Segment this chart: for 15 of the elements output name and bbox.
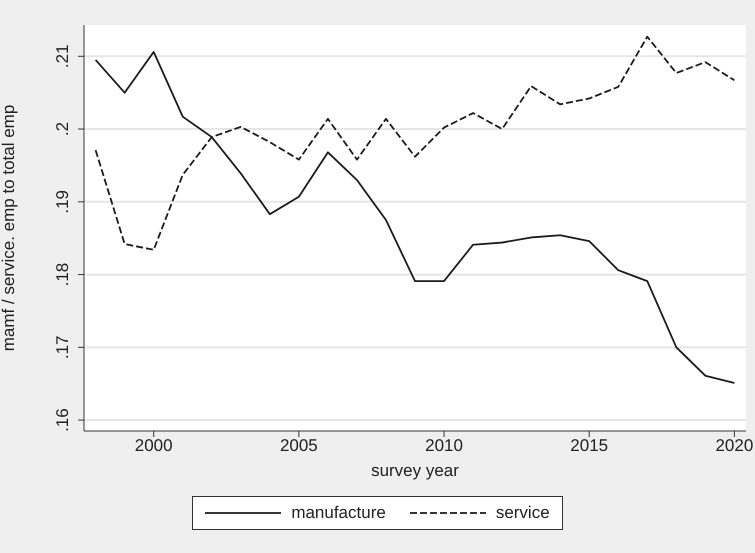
y-tick-label: .19 (53, 190, 72, 214)
legend-label: service (496, 503, 550, 523)
y-tick-label: .2 (53, 122, 72, 136)
x-tick-label: 2005 (280, 436, 318, 456)
x-tick-label: 2015 (570, 436, 608, 456)
x-tick-label: 2020 (715, 436, 754, 456)
y-tick-label: .17 (53, 336, 72, 360)
y-tick-label: .18 (53, 262, 72, 286)
y-tick-label: .21 (53, 44, 72, 68)
x-axis-title: survey year (371, 461, 460, 480)
legend-label: manufacture (291, 503, 386, 523)
y-axis-title: mamf / service. emp to total emp (0, 104, 18, 352)
x-tick-label: 2000 (134, 436, 173, 456)
x-tick-label: 2010 (425, 436, 463, 456)
y-tick-label: .16 (53, 408, 72, 432)
